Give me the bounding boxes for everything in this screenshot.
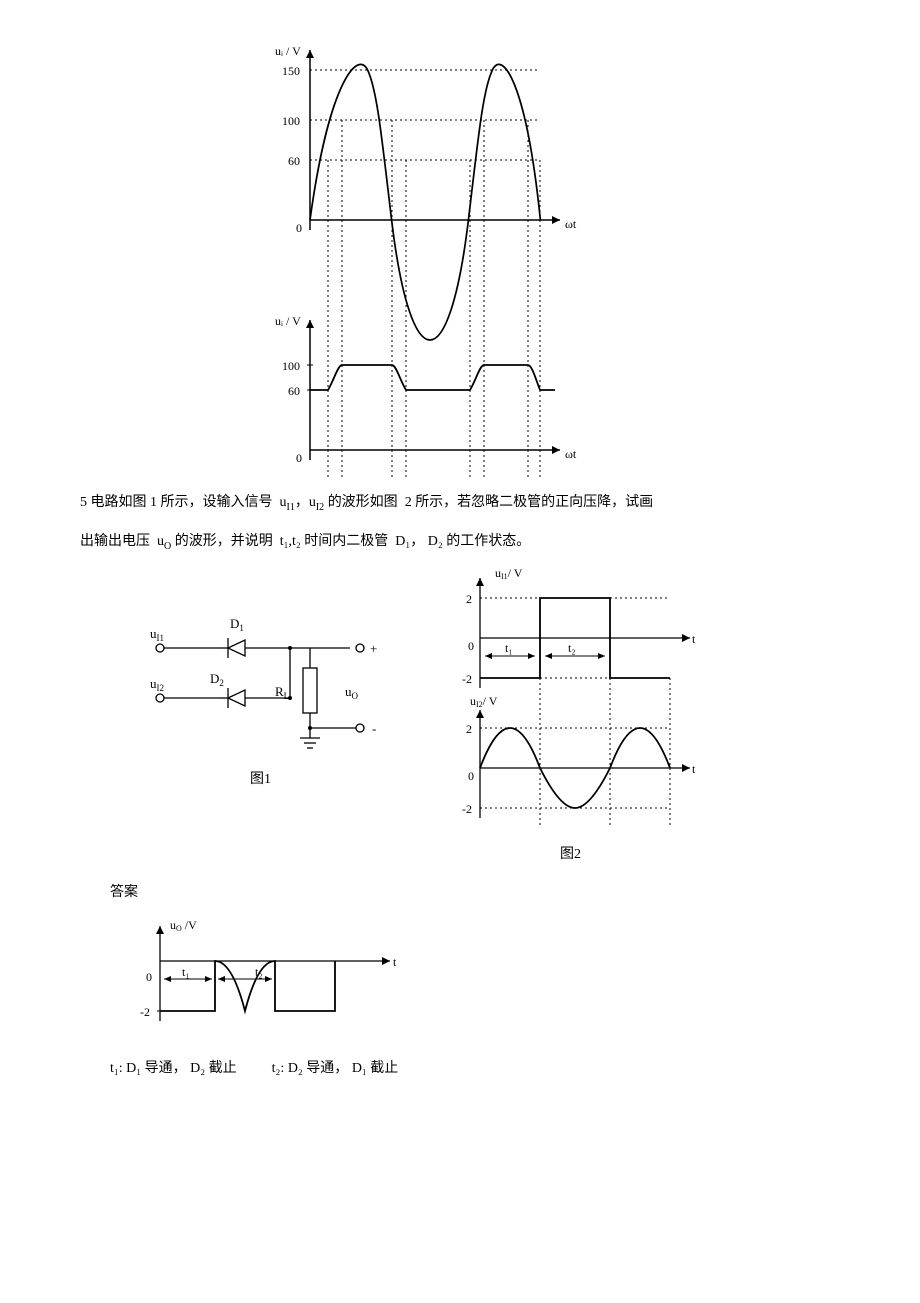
- xlabel-bottom: ωt: [565, 447, 577, 461]
- ytick-150: 150: [282, 64, 300, 78]
- ans-t1: t₁: [182, 965, 190, 979]
- t1-label: t₁: [505, 641, 513, 655]
- q5-l2b: 的波形，并说明: [175, 534, 273, 549]
- q5-sig2: uI2: [309, 495, 324, 510]
- xlabel-bot2: t: [692, 762, 696, 776]
- ui2-ylabel: uI2/ V: [470, 694, 498, 709]
- ytick-0-top: 0: [296, 221, 302, 235]
- ans-t2: t₂: [255, 965, 263, 979]
- fig2-caption: 图2: [560, 847, 581, 862]
- top-chart-container: uᵢ / V ωt 150 100 60 0 uᵢ / V ωt 100 60 …: [250, 40, 840, 480]
- t2-label: t₂: [568, 641, 576, 655]
- ytick2-top: 2: [466, 592, 472, 606]
- q5-s2: 的波形如图: [328, 495, 398, 510]
- ui1-label: uI1: [150, 626, 164, 643]
- xlabel-top: ωt: [565, 217, 577, 231]
- q5-d1: D₁，: [395, 534, 424, 549]
- waveforms-fig2: uI1/ V 2 0 -2 t t₁ t₂ uI2/ V: [430, 568, 710, 868]
- figures-row: uI1 D1 uI2 D2 +: [140, 568, 840, 868]
- ytick-100: 100: [282, 114, 300, 128]
- uo-label: uO: [345, 684, 359, 701]
- ytick-100b: 100: [282, 359, 300, 373]
- ytickm2-bot: -2: [462, 802, 472, 816]
- state-c: t₂: D₂ 导通，: [272, 1061, 349, 1076]
- q5-s3: 2 所示，若忽略二极管的正向压降，试画: [405, 495, 654, 510]
- q5-comma: ，: [295, 495, 309, 510]
- ytickm2-top: -2: [462, 672, 472, 686]
- answer-heading: 答案: [110, 878, 840, 909]
- q5-l2c: 时间内二极管: [304, 534, 388, 549]
- state-d: D₁ 截止: [352, 1061, 399, 1076]
- plus-label: +: [370, 641, 377, 656]
- ytick-60: 60: [288, 154, 300, 168]
- q5-l2d: 的工作状态。: [446, 534, 530, 549]
- q5-l2a: 出输出电压: [80, 534, 150, 549]
- state-b: D₂ 截止: [190, 1061, 237, 1076]
- ans-xlabel: t: [393, 955, 397, 969]
- q5-t1t2: t₁,t₂: [280, 534, 301, 549]
- ans-ytickm2: -2: [140, 1005, 150, 1019]
- rl-label: RL: [275, 684, 289, 701]
- ytick2-bot: 2: [466, 722, 472, 736]
- minus-label: -: [372, 721, 376, 736]
- d2-label: D2: [210, 671, 224, 688]
- ui1-ylabel: uI1/ V: [495, 568, 523, 581]
- ylabel-bottom: uᵢ / V: [275, 314, 301, 328]
- answer-waveform: uO /V 0 -2 t t₁ t₂: [110, 916, 410, 1046]
- q5-sig1: uI1: [280, 495, 295, 510]
- ui2-label: uI2: [150, 676, 164, 693]
- circuit-fig1: uI1 D1 uI2 D2 +: [140, 568, 400, 808]
- ytick-60b: 60: [288, 384, 300, 398]
- ytick0-top: 0: [468, 639, 474, 653]
- ytick-0b: 0: [296, 451, 302, 465]
- ans-ytick0: 0: [146, 970, 152, 984]
- q5-prefix: 5 电路如图: [80, 495, 147, 510]
- xlabel-top2: t: [692, 632, 696, 646]
- ytick0-bot: 0: [468, 769, 474, 783]
- top-chart: uᵢ / V ωt 150 100 60 0 uᵢ / V ωt 100 60 …: [250, 40, 590, 480]
- answer-states: t₁: D₁ 导通， D₂ 截止 t₂: D₂ 导通， D₁ 截止: [110, 1054, 840, 1085]
- ans-ylabel: uO /V: [170, 918, 197, 933]
- ylabel-top: uᵢ / V: [275, 44, 301, 58]
- state-a: t₁: D₁ 导通，: [110, 1061, 187, 1076]
- question-5-line2: 出输出电压 uO 的波形，并说明 t₁,t₂ 时间内二极管 D₁， D₂ 的工作…: [80, 527, 840, 558]
- q5-d2: D₂: [428, 534, 443, 549]
- fig1-caption: 图1: [250, 772, 271, 787]
- q5-s1: 1 所示，设输入信号: [150, 495, 273, 510]
- q5-uo: uO: [157, 534, 171, 549]
- d1-label: D1: [230, 616, 244, 633]
- question-5-line1: 5 电路如图 1 所示，设输入信号 uI1，uI2 的波形如图 2 所示，若忽略…: [80, 488, 840, 519]
